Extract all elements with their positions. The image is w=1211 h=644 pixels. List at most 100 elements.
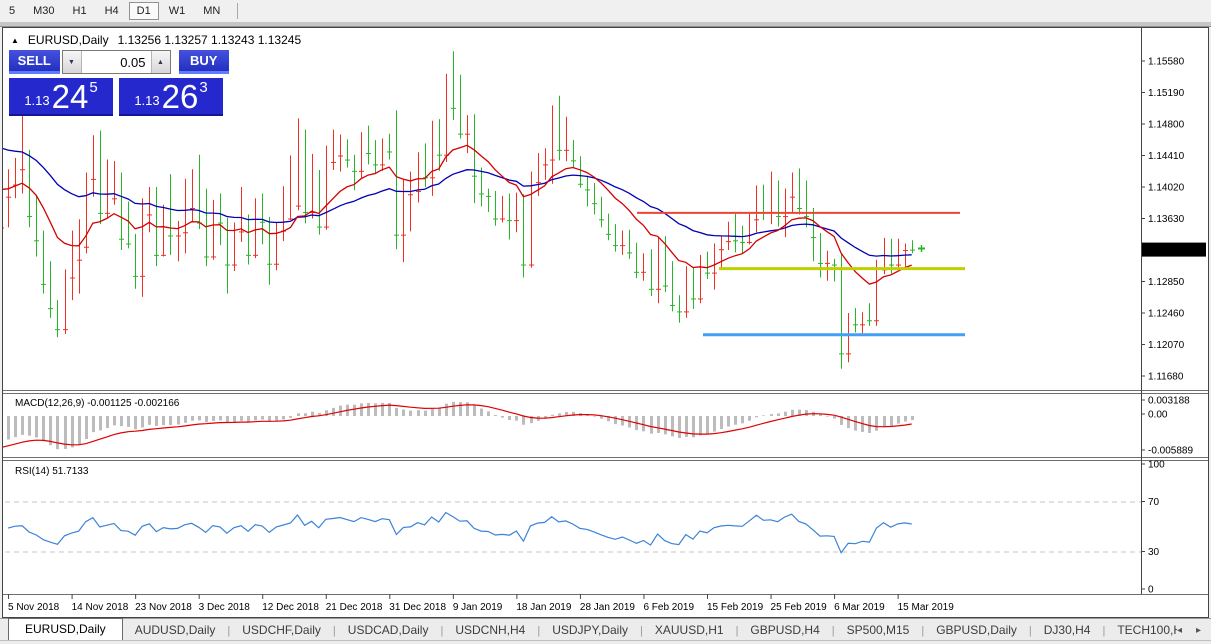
- candle: [606, 233, 611, 235]
- candle: [543, 164, 548, 166]
- ma-slow-line: [3, 147, 912, 257]
- candle: [557, 149, 562, 151]
- volume-down-icon[interactable]: ▼: [62, 51, 82, 73]
- tab-scroll-left-icon[interactable]: ◂: [1176, 625, 1182, 636]
- tab-separator: |: [1102, 625, 1106, 637]
- candle: [571, 160, 576, 162]
- tab-sp500-m15[interactable]: SP500,M15: [846, 623, 910, 637]
- tab-gbpusd-h4[interactable]: GBPUSD,H4: [750, 623, 820, 637]
- sell-price-box[interactable]: 1.13 24 5: [9, 78, 113, 116]
- price-chart[interactable]: 1.155801.151901.148001.144101.140201.136…: [3, 28, 1208, 617]
- candle: [670, 304, 675, 306]
- candle: [274, 263, 279, 265]
- buy-button[interactable]: BUY: [178, 50, 229, 74]
- candle: [634, 271, 639, 273]
- tab-separator: |: [921, 625, 925, 637]
- candle: [267, 263, 272, 265]
- candle: [408, 194, 413, 196]
- collapse-panel-icon[interactable]: ▲: [11, 36, 19, 45]
- tab-usdjpy-daily[interactable]: USDJPY,Daily: [552, 623, 629, 637]
- candle: [627, 252, 632, 254]
- tab-separator: |: [735, 625, 739, 637]
- candle: [98, 212, 103, 214]
- volume-input[interactable]: [81, 51, 151, 73]
- tab-dj30-h4[interactable]: DJ30,H4: [1043, 623, 1091, 637]
- candle: [168, 235, 173, 237]
- candle: [514, 220, 519, 222]
- volume-up-icon[interactable]: ▲: [150, 51, 170, 73]
- status-strip: [0, 640, 1211, 644]
- buy-price-box[interactable]: 1.13 26 3: [119, 78, 223, 116]
- tab-usdcad-daily[interactable]: USDCAD,Daily: [347, 623, 429, 637]
- candle: [486, 195, 491, 197]
- candle: [740, 241, 745, 243]
- candle: [910, 249, 915, 251]
- candle: [246, 254, 251, 256]
- candle: [310, 212, 315, 214]
- candle: [218, 222, 223, 224]
- sell-button[interactable]: SELL: [9, 50, 60, 74]
- candle: [13, 184, 18, 186]
- symbol-title: EURUSD,Daily: [27, 33, 109, 47]
- candle: [133, 275, 138, 277]
- candle: [712, 272, 717, 274]
- svg-text:3 Dec 2018: 3 Dec 2018: [199, 602, 251, 613]
- candle: [260, 221, 265, 223]
- svg-text:0: 0: [1148, 585, 1154, 596]
- tab-eurusd-daily[interactable]: EURUSD,Daily: [8, 618, 123, 640]
- tab-xauusd-h1[interactable]: XAUUSD,H1: [654, 623, 724, 637]
- plot-layers: [3, 51, 1141, 554]
- tab-usdcnh-h4[interactable]: USDCNH,H4: [455, 623, 526, 637]
- tab-separator: |: [537, 625, 541, 637]
- candle: [818, 262, 823, 264]
- candle: [776, 216, 781, 218]
- candle: [154, 254, 159, 256]
- candle: [338, 155, 343, 157]
- candle: [832, 264, 837, 266]
- tab-gbpusd-daily[interactable]: GBPUSD,Daily: [936, 623, 1017, 637]
- candle: [3, 227, 4, 229]
- chart-title: ▲ EURUSD,Daily 1.13256 1.13257 1.13243 1…: [11, 33, 301, 47]
- svg-text:6 Mar 2019: 6 Mar 2019: [834, 602, 885, 613]
- candle: [649, 288, 654, 290]
- tab-audusd-daily[interactable]: AUDUSD,Daily: [134, 623, 216, 637]
- svg-text:21 Dec 2018: 21 Dec 2018: [326, 602, 383, 613]
- candle: [465, 133, 470, 135]
- timeframe-h4[interactable]: H4: [104, 5, 119, 17]
- svg-text:25 Feb 2019: 25 Feb 2019: [771, 602, 828, 613]
- timeframe-w1[interactable]: W1: [168, 5, 186, 17]
- svg-text:30: 30: [1148, 547, 1160, 558]
- tab-scroll-right-icon[interactable]: ▸: [1195, 625, 1201, 636]
- sell-price-prefix: 1.13: [24, 93, 50, 108]
- candle: [119, 238, 124, 240]
- svg-text:12 Dec 2018: 12 Dec 2018: [262, 602, 319, 613]
- candle: [564, 149, 569, 151]
- candle: [896, 264, 901, 266]
- timeframe-d1[interactable]: D1: [128, 2, 159, 20]
- svg-text:6 Feb 2019: 6 Feb 2019: [643, 602, 694, 613]
- ask-marker: [918, 245, 925, 252]
- timeframe-mn[interactable]: MN: [203, 5, 221, 17]
- svg-text:1.15580: 1.15580: [1148, 57, 1185, 68]
- timeframe-h1[interactable]: H1: [72, 5, 87, 17]
- toolbar-separator: [237, 3, 239, 19]
- candle: [345, 159, 350, 161]
- candle: [585, 189, 590, 191]
- candle: [373, 164, 378, 166]
- candle: [359, 170, 364, 172]
- tab-usdchf-daily[interactable]: USDCHF,Daily: [242, 623, 321, 637]
- tab-separator: |: [640, 625, 643, 637]
- timeframe-m30[interactable]: M30: [33, 5, 55, 17]
- candle: [521, 264, 526, 266]
- timeframe-5[interactable]: 5: [9, 5, 16, 17]
- candle: [472, 175, 477, 177]
- candle: [140, 275, 145, 277]
- candle: [458, 133, 463, 135]
- candle: [253, 254, 258, 256]
- candles-group: [3, 51, 915, 369]
- candle: [126, 243, 131, 245]
- svg-text:1.15190: 1.15190: [1148, 88, 1185, 99]
- tab-tech100-h1[interactable]: TECH100,H1: [1117, 623, 1177, 637]
- candle: [437, 154, 442, 156]
